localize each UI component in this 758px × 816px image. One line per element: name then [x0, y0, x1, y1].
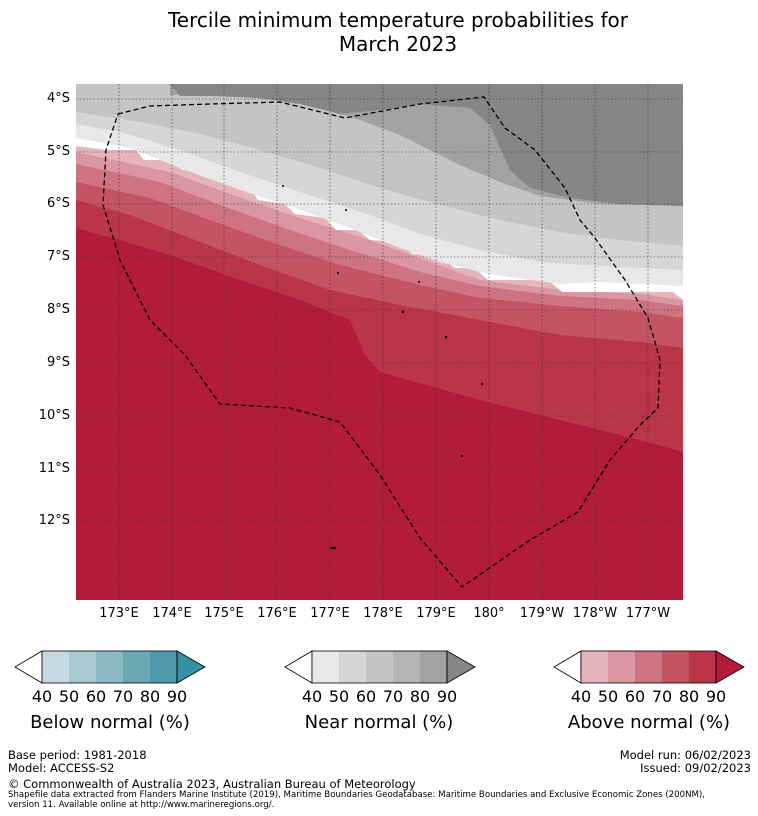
lon-label-178w: 178°W	[572, 606, 618, 621]
lat-label-12s: 12°S	[38, 513, 70, 528]
band-near-80	[170, 84, 683, 206]
colorbar-near-seg-4	[393, 651, 420, 683]
colorbar-near-seg-2	[339, 651, 366, 683]
colorbar-below-min-arrow	[14, 650, 43, 684]
colorbar-near-seg-5	[420, 651, 447, 683]
lon-label-178e: 178°E	[363, 606, 403, 621]
tick-label: 50	[328, 687, 350, 706]
colorbar-above-min-arrow	[553, 650, 582, 684]
eez-boundary	[102, 96, 661, 588]
colorbar-below-seg-2	[69, 651, 96, 683]
tick-label: 90	[705, 687, 727, 706]
tick-label: 40	[570, 687, 592, 706]
lon-label-177e: 177°E	[310, 606, 350, 621]
tick-label: 70	[651, 687, 673, 706]
lat-label-7s: 7°S	[46, 249, 70, 264]
colorbar-below	[14, 650, 206, 684]
shapefile-credit-line-2: version 11. Available online at http://w…	[8, 800, 275, 810]
model-run-date: Model run: 06/02/2023	[619, 748, 751, 762]
lat-label-6s: 6°S	[46, 196, 70, 211]
model-name: Model: ACCESS-S2	[8, 761, 115, 775]
colorbar-above-max-arrow	[715, 650, 745, 684]
colorbar-above-seg-3	[635, 651, 662, 683]
lat-label-10s: 10°S	[38, 408, 70, 423]
base-period: Base period: 1981-2018	[8, 748, 147, 762]
copyright-notice: © Commonwealth of Australia 2023, Austra…	[8, 777, 416, 791]
lon-label-177w: 177°W	[625, 606, 671, 621]
tick-label: 80	[139, 687, 161, 706]
colorbar-near-seg-3	[366, 651, 393, 683]
colorbar-below-seg-4	[123, 651, 150, 683]
lon-label-179w: 179°W	[519, 606, 565, 621]
colorbar-below-title: Below normal (%)	[30, 712, 190, 733]
colorbar-above	[553, 650, 745, 684]
tick-label: 90	[436, 687, 458, 706]
tick-label: 40	[301, 687, 323, 706]
colorbar-near-title: Near normal (%)	[304, 712, 454, 733]
tick-label: 60	[355, 687, 377, 706]
run-info: Model run: 06/02/2023 Issued: 09/02/2023	[620, 749, 751, 775]
lat-label-9s: 9°S	[46, 355, 70, 370]
issued-date: Issued: 09/02/2023	[640, 761, 751, 775]
colorbar-below-seg-3	[96, 651, 123, 683]
colorbar-below-seg-5	[150, 651, 177, 683]
tick-label: 40	[31, 687, 53, 706]
colorbar-above-seg-2	[608, 651, 635, 683]
lon-label-175e: 175°E	[204, 606, 244, 621]
lon-label-174e: 174°E	[152, 606, 192, 621]
colorbar-above-seg-1	[581, 651, 608, 683]
tick-label: 80	[409, 687, 431, 706]
lon-label-173e: 173°E	[99, 606, 139, 621]
colorbar-near-seg-1	[312, 651, 339, 683]
colorbar-below-max-arrow	[176, 650, 206, 684]
islands	[282, 185, 483, 550]
chart-title: Tercile minimum temperature probabilitie…	[0, 8, 758, 56]
tick-label: 90	[166, 687, 188, 706]
lon-label-176e: 176°E	[257, 606, 297, 621]
tick-label: 70	[382, 687, 404, 706]
shapefile-credit: Shapefile data extracted from Flanders M…	[8, 790, 758, 810]
tick-label: 80	[678, 687, 700, 706]
title-line-1: Tercile minimum temperature probabilitie…	[167, 8, 629, 32]
lat-label-8s: 8°S	[46, 302, 70, 317]
probability-bands	[76, 84, 683, 600]
colorbar-above-title: Above normal (%)	[567, 712, 731, 733]
colorbar-near-max-arrow	[446, 650, 476, 684]
lon-label-180: 180°	[473, 606, 505, 621]
colorbar-near	[284, 650, 476, 684]
lat-label-5s: 5°S	[46, 144, 70, 159]
colorbar-above-seg-4	[662, 651, 689, 683]
tick-label: 60	[85, 687, 107, 706]
tick-label: 70	[112, 687, 134, 706]
colorbar-below-seg-1	[42, 651, 69, 683]
colorbar-near-min-arrow	[284, 650, 313, 684]
model-info: Base period: 1981-2018 Model: ACCESS-S2	[8, 749, 147, 775]
tick-label: 50	[58, 687, 80, 706]
shapefile-credit-line-1: Shapefile data extracted from Flanders M…	[8, 790, 705, 800]
tick-label: 60	[624, 687, 646, 706]
lon-label-179e: 179°E	[416, 606, 456, 621]
colorbar-above-seg-5	[689, 651, 716, 683]
tick-label: 50	[597, 687, 619, 706]
title-line-2: March 2023	[338, 32, 458, 56]
lat-label-4s: 4°S	[46, 91, 70, 106]
lat-label-11s: 11°S	[38, 461, 70, 476]
